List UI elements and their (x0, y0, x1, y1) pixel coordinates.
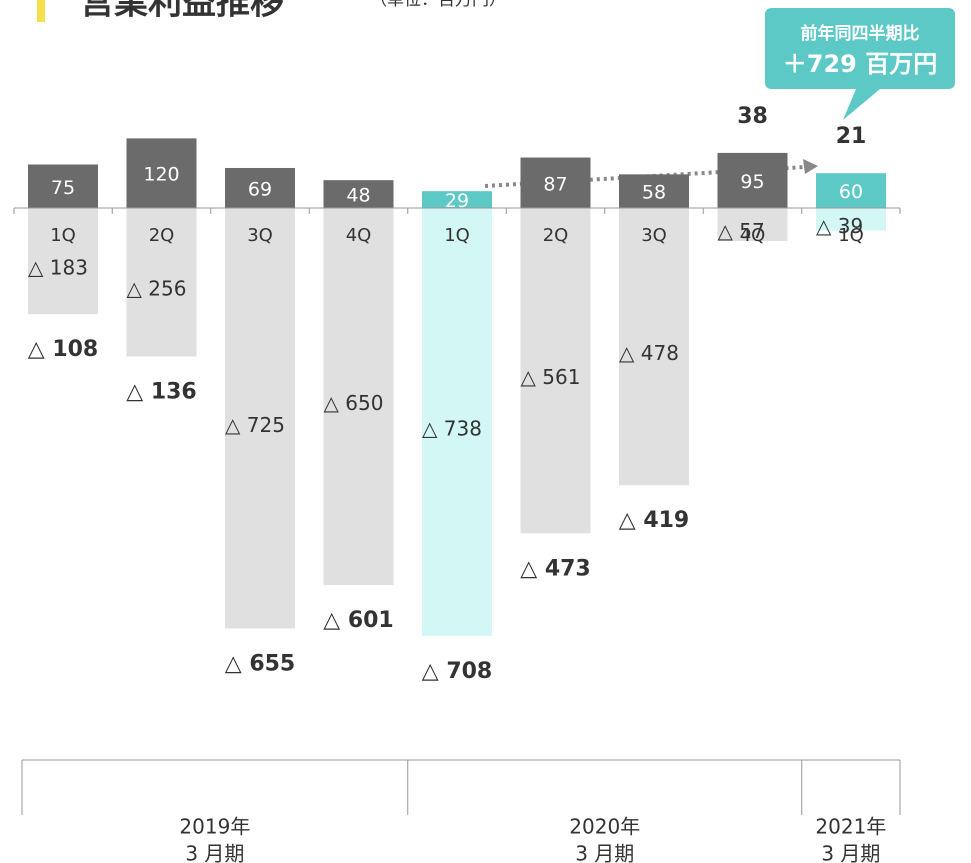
value-label: △ 738 (422, 417, 482, 441)
group-label: 2020年 (569, 815, 640, 839)
x-tick-label: 4Q (346, 225, 372, 246)
total-label: 21 (836, 124, 867, 149)
value-label: △ 39 (816, 214, 863, 238)
total-label: △ 473 (520, 556, 591, 581)
bar (323, 180, 394, 208)
bar (717, 152, 788, 208)
value-label: 120 (143, 164, 179, 186)
value-label: 48 (346, 185, 370, 207)
x-tick-label: 1Q (50, 225, 76, 246)
bar (816, 208, 886, 231)
bar (422, 208, 492, 637)
callout-text: 前年同四半期比 (801, 23, 920, 44)
bar (520, 208, 591, 534)
title-accent (37, 0, 45, 22)
value-label: 58 (642, 182, 666, 204)
group-label: 2019年 (179, 815, 250, 839)
bar (225, 208, 295, 629)
callout-box (765, 8, 955, 120)
total-label: △ 655 (225, 652, 296, 677)
bar (28, 164, 98, 208)
total-label: 38 (737, 104, 768, 129)
total-label: △ 601 (323, 608, 394, 633)
bar (126, 138, 197, 208)
value-label: 69 (248, 178, 272, 200)
x-tick-label: 3Q (247, 225, 273, 246)
bar (126, 208, 197, 357)
arrow-head (803, 159, 818, 174)
bar (422, 191, 492, 208)
bar (619, 208, 689, 486)
total-label: △ 708 (422, 659, 493, 684)
value-label: △ 183 (28, 256, 88, 280)
value-label: 95 (740, 171, 764, 193)
value-label: 87 (543, 173, 567, 195)
value-label: △ 561 (521, 365, 581, 389)
value-label: △ 650 (324, 391, 384, 415)
value-label: △ 256 (127, 277, 187, 301)
group-label: 2021年 (815, 815, 886, 839)
x-tick-label: 4Q (740, 225, 766, 246)
value-label: △ 725 (225, 413, 285, 437)
x-tick-label: 2Q (543, 225, 569, 246)
total-label: △ 136 (126, 379, 197, 404)
value-label: 75 (51, 177, 75, 199)
bar (323, 208, 394, 585)
group-label: 3 月期 (821, 842, 880, 863)
value-label: △ 57 (718, 219, 765, 243)
x-tick-label: 3Q (641, 225, 667, 246)
bar (619, 174, 689, 208)
total-label: △ 419 (619, 508, 690, 533)
group-label: 3 月期 (185, 842, 244, 863)
value-label: 29 (445, 190, 469, 212)
x-tick-label: 1Q (838, 225, 864, 246)
bar (717, 208, 788, 242)
total-label: △ 108 (28, 337, 99, 362)
callout-text: ＋729 百万円 (783, 50, 937, 78)
chart-title: 営業利益推移 (80, 0, 284, 23)
x-tick-label: 2Q (149, 225, 175, 246)
bar (520, 157, 591, 208)
group-label: 3 月期 (575, 842, 634, 863)
bar (225, 167, 295, 208)
bar (28, 208, 98, 315)
value-label: △ 478 (619, 341, 679, 365)
bar (816, 173, 886, 208)
chart-subtitle: （単位：百万円） (370, 0, 506, 10)
x-tick-label: 1Q (444, 225, 470, 246)
value-label: 60 (839, 181, 863, 203)
